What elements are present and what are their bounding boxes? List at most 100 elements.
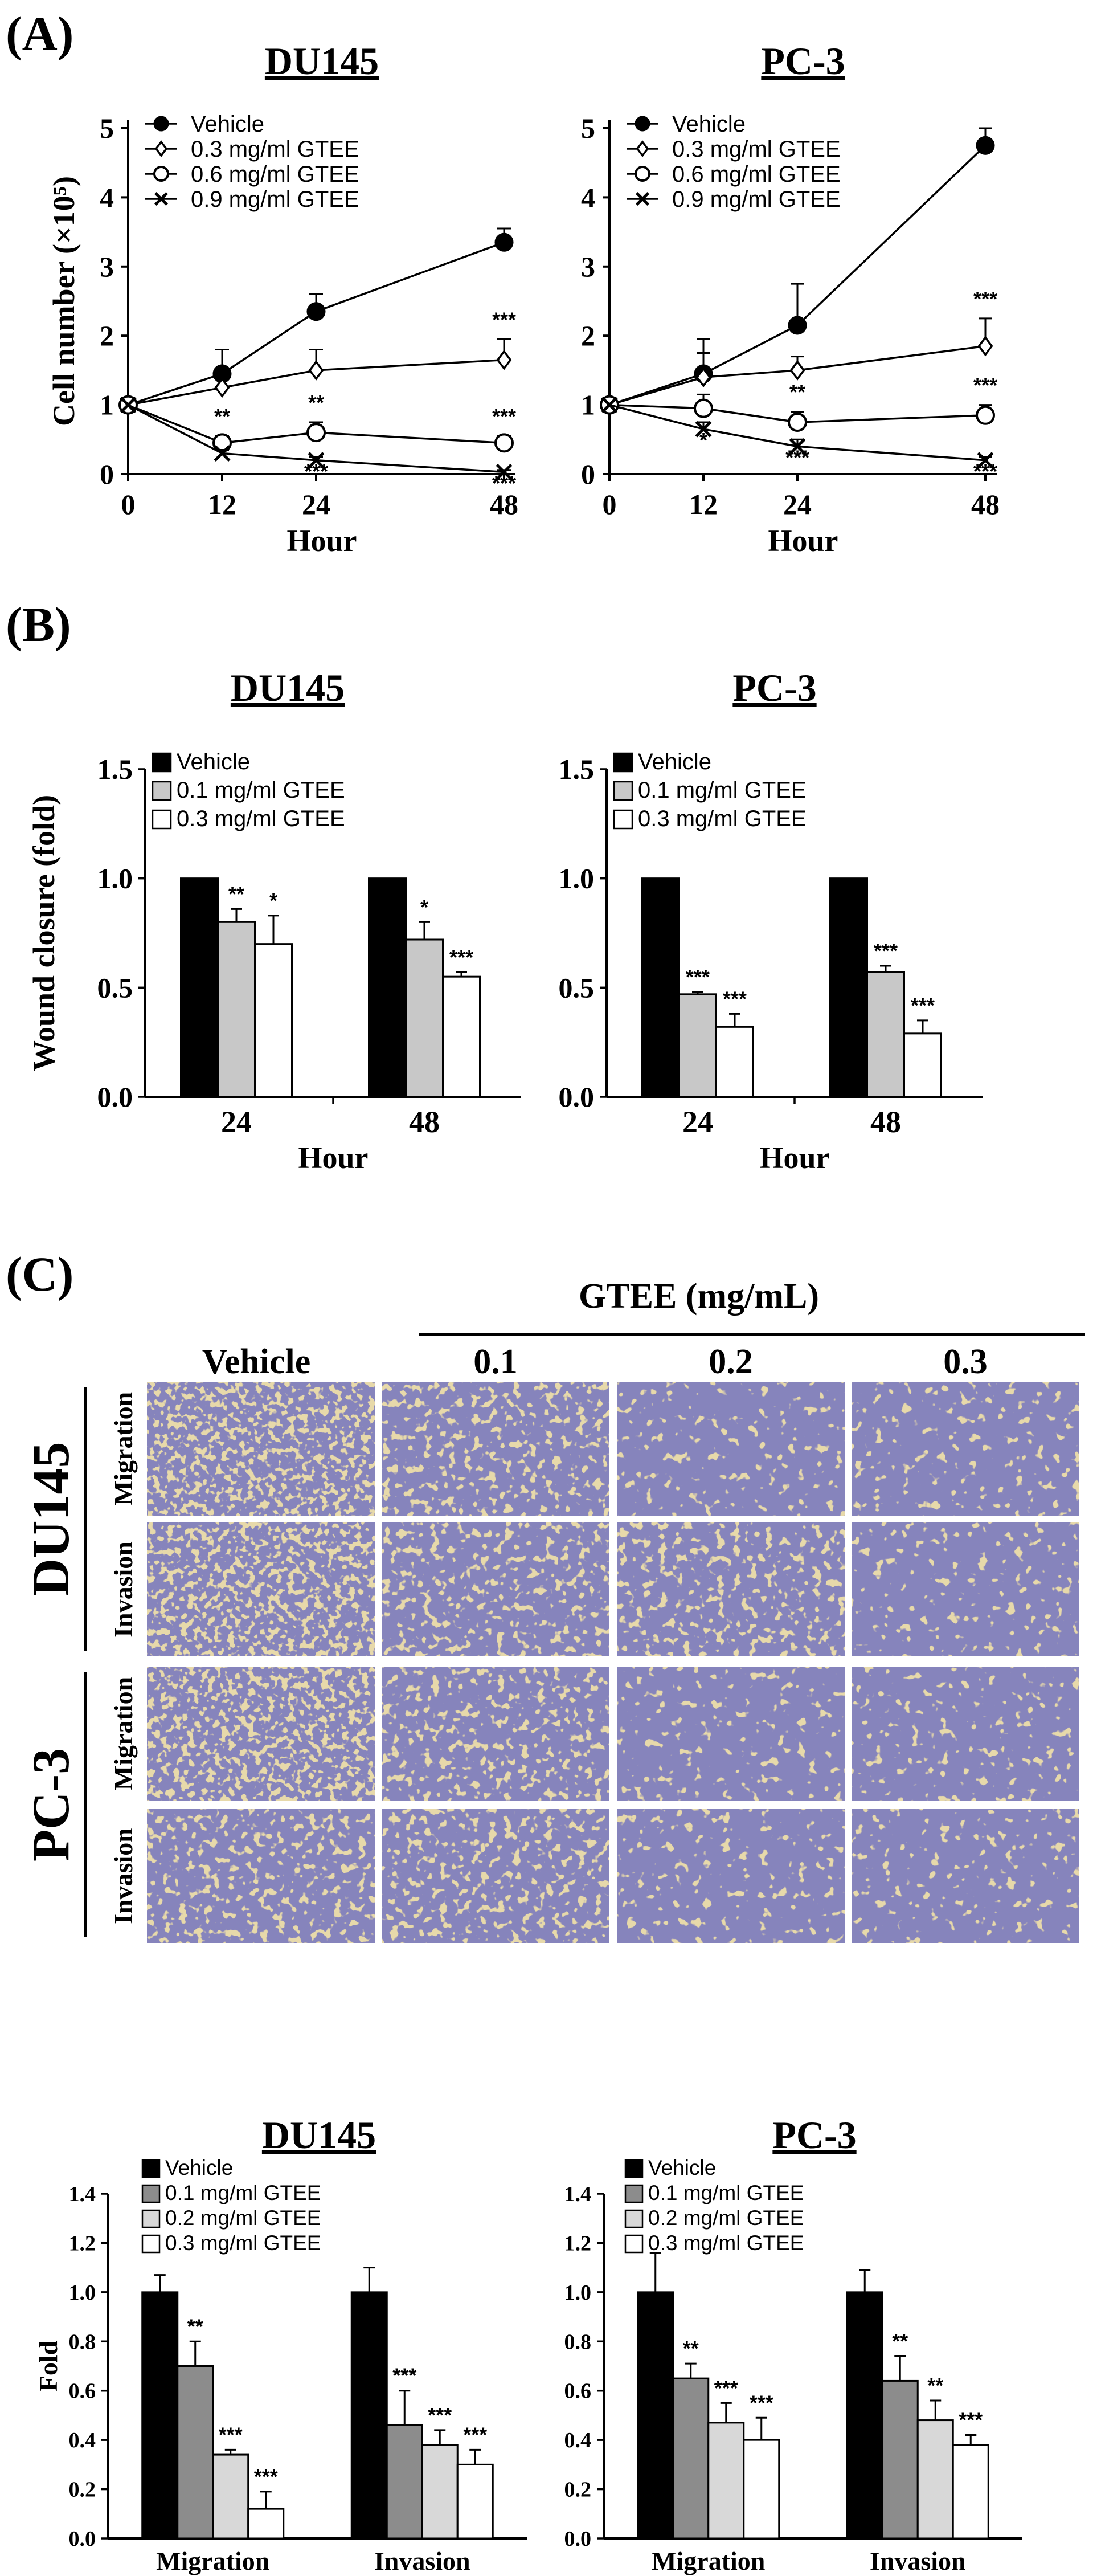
y-tick-label: 1 <box>581 389 595 421</box>
legend-label: Vehicle <box>165 2156 233 2179</box>
data-point <box>601 397 618 414</box>
series-line <box>128 358 505 406</box>
y-tick-label: 0.2 <box>564 2478 592 2502</box>
micrograph-du145-migration-0-2 <box>617 1382 845 1516</box>
micrograph-pc-3-migration-vehicle <box>147 1667 375 1801</box>
micrograph-stain <box>382 1382 609 1516</box>
legend-marker <box>636 192 649 206</box>
y-tick-label: 1.0 <box>97 863 133 895</box>
legend-label: 0.3 mg/ml GTEE <box>191 137 359 162</box>
legend-label: 0.3 mg/ml GTEE <box>672 137 841 162</box>
micrograph-stain <box>147 1382 375 1516</box>
chart-title: DU145 <box>265 39 379 83</box>
legend-label: 0.9 mg/ml GTEE <box>672 187 841 212</box>
legend-label: 0.6 mg/ml GTEE <box>672 162 841 187</box>
legend-marker <box>635 166 650 182</box>
panel-label-a: (A) <box>6 6 73 61</box>
y-tick-label: 2 <box>100 320 114 352</box>
x-tick-label: 48 <box>870 1105 901 1139</box>
column-label-0-3: 0.3 <box>943 1342 988 1381</box>
legend-swatch <box>141 2209 161 2228</box>
legend-label: 0.6 mg/ml GTEE <box>191 162 359 187</box>
significance-mark: * <box>420 895 428 918</box>
y-tick-label: 1.2 <box>564 2231 592 2255</box>
series-line <box>128 241 505 406</box>
data-point <box>788 316 807 335</box>
x-tick-label: 48 <box>971 488 1000 520</box>
series-0-6-mg-ml-gtee: ** *** <box>600 374 997 432</box>
micrograph-pc-3-migration-0-1 <box>382 1667 609 1801</box>
y-tick-label: 1.5 <box>97 753 133 785</box>
legend-swatch <box>624 2159 644 2178</box>
legend-swatch <box>624 2184 644 2203</box>
bar-0-1-mg-ml-gtee <box>217 921 256 1098</box>
micrograph-stain <box>147 1667 375 1801</box>
bar-0-1-mg-ml-gtee <box>866 971 905 1098</box>
significance-mark: *** <box>428 2403 452 2427</box>
data-point <box>694 398 713 418</box>
bar-0-1-mg-ml-gtee <box>881 2379 919 2540</box>
x-tick-label: Migration <box>652 2546 765 2575</box>
bar-0-2-mg-ml-gtee <box>707 2422 745 2540</box>
data-point <box>977 336 993 357</box>
legend: Vehicle 0.1 mg/ml GTEE 0.3 mg/ml GTEE <box>613 749 807 831</box>
significance-mark: *** <box>959 2408 983 2432</box>
micrograph-pc-3-migration-0-3 <box>852 1667 1079 1801</box>
micrograph-stain <box>382 1667 609 1801</box>
micrograph-stain <box>147 1522 375 1656</box>
significance-mark: *** <box>254 2465 278 2488</box>
legend-label: Vehicle <box>672 112 746 137</box>
bar-0-3-mg-ml-gtee <box>247 2508 285 2540</box>
significance-mark: *** <box>973 460 997 483</box>
legend-label: 0.3 mg/ml GTEE <box>648 2231 804 2255</box>
significance-mark: ** <box>214 405 230 428</box>
chart-c-pc3: PC-30.00.20.40.60.81.01.21.4Migration***… <box>564 2113 1022 2575</box>
y-tick-label: 0.6 <box>564 2379 592 2403</box>
micrograph-stain <box>852 1382 1079 1516</box>
y-tick-label: 0.4 <box>564 2428 592 2452</box>
bar-0-3-mg-ml-gtee <box>952 2444 989 2540</box>
y-tick-label: 3 <box>100 251 114 283</box>
significance-mark: *** <box>723 987 747 1010</box>
series-line <box>609 145 987 406</box>
data-point <box>976 136 995 155</box>
row-label: Migration <box>109 1392 138 1505</box>
significance-mark: *** <box>874 939 898 962</box>
row-label: Invasion <box>109 1541 138 1638</box>
y-tick-label: 0.5 <box>559 971 595 1003</box>
micrograph-du145-invasion-0-1 <box>382 1522 609 1656</box>
panel-label-c: (C) <box>6 1247 73 1301</box>
bar-vehicle <box>350 2291 388 2540</box>
micrograph-stain <box>852 1522 1079 1656</box>
micrograph-du145-invasion-0-2 <box>617 1522 845 1656</box>
chart-title: PC-3 <box>772 2113 856 2157</box>
significance-mark: *** <box>463 2423 487 2446</box>
data-point <box>308 360 324 381</box>
data-point <box>214 445 231 462</box>
legend-swatch <box>624 2234 644 2254</box>
data-point <box>976 405 995 425</box>
legend: Vehicle 0.1 mg/ml GTEE 0.3 mg/ml GTEE <box>152 749 345 831</box>
x-tick-label: 12 <box>208 488 236 520</box>
significance-mark: *** <box>219 2423 243 2446</box>
y-tick-label: 0.2 <box>69 2478 96 2502</box>
significance-mark: ** <box>927 2374 943 2397</box>
bar-0-1-mg-ml-gtee <box>405 938 444 1098</box>
chart-title: DU145 <box>231 666 345 709</box>
micrograph-stain <box>617 1522 845 1656</box>
data-point <box>695 367 711 387</box>
micrograph-du145-migration-vehicle <box>147 1382 375 1516</box>
legend-swatch <box>613 781 633 801</box>
bar-0-3-mg-ml-gtee <box>254 943 293 1098</box>
y-tick-label: 3 <box>581 251 595 283</box>
x-tick-label: 0 <box>603 488 617 520</box>
micrograph-stain <box>382 1809 609 1943</box>
y-tick-label: 0.5 <box>97 971 133 1003</box>
significance-mark: *** <box>973 287 997 311</box>
legend-marker <box>153 166 169 182</box>
